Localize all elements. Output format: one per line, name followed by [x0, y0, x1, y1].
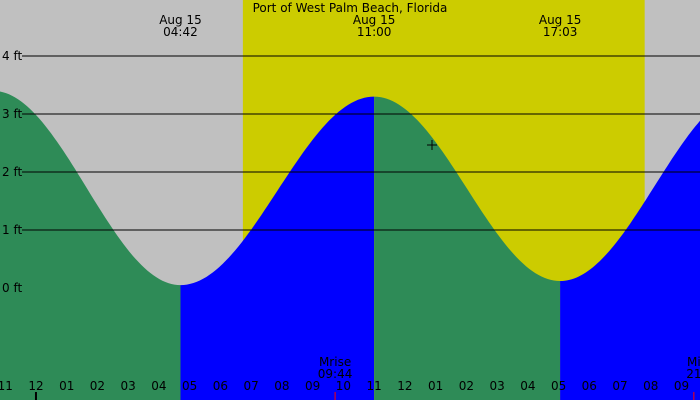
hour-tick-label: 08 — [274, 379, 289, 393]
extreme-time-label: 17:03 — [543, 25, 578, 39]
hour-tick-label: 04 — [151, 379, 166, 393]
hour-tick-label: 07 — [244, 379, 259, 393]
y-tick-label: 1 ft — [2, 223, 22, 237]
hour-tick-label: 12 — [28, 379, 43, 393]
midnight-marker — [34, 392, 37, 400]
hour-tick-label: 11 — [0, 379, 13, 393]
hour-tick-label: 12 — [397, 379, 412, 393]
height-gridlines — [22, 55, 700, 231]
rising-tide-area — [560, 120, 700, 400]
extreme-date-label: Aug 15 — [539, 13, 582, 27]
extreme-time-label: 04:42 — [163, 25, 198, 39]
chart-title: Port of West Palm Beach, Florida — [253, 1, 448, 15]
moon-event-name: Mrise — [319, 355, 351, 369]
hour-tick-label: 09 — [674, 379, 689, 393]
hour-tick-label: 02 — [459, 379, 474, 393]
y-tick-label: 0 ft — [2, 281, 22, 295]
moon-event-time: 09:44 — [318, 367, 353, 381]
hour-tick-label: 11 — [366, 379, 381, 393]
crosshair-marker — [427, 140, 437, 150]
moon-event-marker — [334, 392, 336, 400]
hour-tick-label: 08 — [643, 379, 658, 393]
moon-event-time: 21 — [686, 367, 700, 381]
hour-tick-label: 04 — [520, 379, 535, 393]
y-tick-label: 4 ft — [2, 49, 22, 63]
hour-tick-label: 01 — [59, 379, 74, 393]
hour-tick-label: 06 — [582, 379, 597, 393]
hour-tick-label: 05 — [551, 379, 566, 393]
hour-tick-label: 06 — [213, 379, 228, 393]
hour-tick-label: 10 — [336, 379, 351, 393]
hour-tick-label: 03 — [489, 379, 504, 393]
moon-event-name: Mi — [687, 355, 700, 369]
extreme-date-label: Aug 15 — [353, 13, 396, 27]
hour-tick-label: 07 — [612, 379, 627, 393]
hour-tick-label: 05 — [182, 379, 197, 393]
falling-tide-area — [0, 91, 181, 400]
hour-tick-label: 01 — [428, 379, 443, 393]
hour-tick-labels: 11 12 01 02 03 04 05 06 07 08 09 10 11 12 01 02 03 04 05 06… — [0, 379, 689, 400]
hour-tick-label: 03 — [121, 379, 136, 393]
extreme-time-label: 11:00 — [357, 25, 392, 39]
hour-tick-label: 02 — [90, 379, 105, 393]
y-tick-label: 2 ft — [2, 165, 22, 179]
y-tick-labels: 4 ft 3 ft 2 ft 1 ft 0 ft — [2, 49, 22, 295]
extreme-date-label: Aug 15 — [159, 13, 202, 27]
moon-event-marker — [693, 392, 695, 400]
hour-tick-label: 09 — [305, 379, 320, 393]
y-tick-label: 3 ft — [2, 107, 22, 121]
